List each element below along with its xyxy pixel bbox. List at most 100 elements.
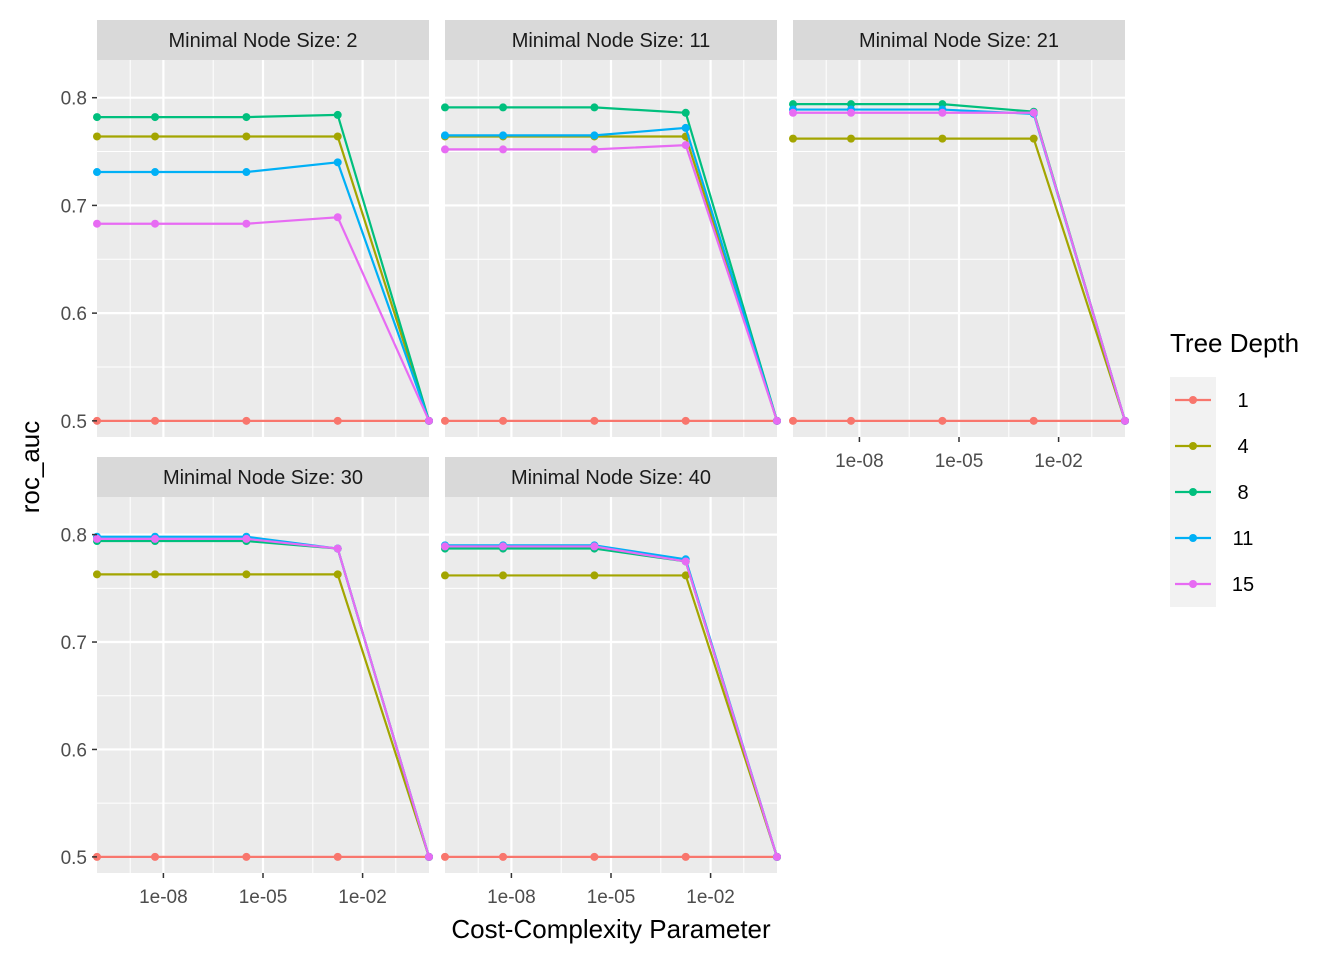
data-point-depth-4: [333, 570, 342, 579]
legend-item-label: 11: [1233, 528, 1254, 550]
data-point-depth-15: [1029, 108, 1038, 117]
legend-key-point: [1189, 580, 1197, 588]
data-point-depth-8: [681, 108, 690, 117]
data-point-depth-8: [590, 103, 599, 112]
facet-strip: [445, 20, 777, 60]
data-point-depth-8: [151, 113, 160, 122]
y-tick-label: 0.8: [61, 89, 87, 110]
data-point-depth-15: [333, 213, 342, 222]
data-point-depth-15: [789, 108, 797, 117]
facet-strip-label: Minimal Node Size: 2: [169, 30, 358, 52]
data-point-depth-15: [151, 219, 160, 228]
legend-key-point: [1189, 442, 1197, 450]
legend-key-point: [1189, 534, 1197, 542]
data-point-depth-4: [681, 571, 690, 580]
data-point-depth-11: [151, 168, 160, 177]
data-point-depth-4: [333, 132, 342, 141]
facet-panel-3: Minimal Node Size: 21 1e-08 1e-05 1e-02: [789, 20, 1129, 472]
legend-item-label: 4: [1237, 436, 1248, 458]
data-point-depth-4: [93, 132, 101, 141]
facet-strip: [97, 20, 429, 60]
data-point-depth-15: [242, 219, 251, 228]
legend: Tree Depth 1 4 8 11 15: [1170, 328, 1299, 607]
data-point-depth-15: [1121, 416, 1129, 425]
data-point-depth-4: [242, 132, 251, 141]
data-point-depth-15: [425, 852, 433, 861]
y-tick-label: 0.6: [61, 304, 87, 325]
data-point-depth-1: [441, 416, 449, 425]
data-point-depth-15: [441, 145, 449, 154]
facet-strip-label: Minimal Node Size: 21: [859, 30, 1059, 52]
data-point-depth-11: [681, 123, 690, 132]
data-point-depth-1: [333, 852, 342, 861]
data-point-depth-15: [499, 542, 508, 551]
data-point-depth-1: [151, 416, 160, 425]
x-tick-label: 1e-02: [1034, 451, 1083, 472]
data-point-depth-8: [499, 103, 508, 112]
x-tick-label: 1e-05: [935, 451, 984, 472]
data-point-depth-11: [333, 158, 342, 167]
x-tick-label: 1e-02: [338, 887, 387, 908]
facet-strip-label: Minimal Node Size: 30: [163, 467, 363, 489]
data-point-depth-4: [93, 570, 101, 579]
data-point-depth-1: [938, 416, 947, 425]
data-point-depth-15: [681, 141, 690, 150]
x-tick-label: 1e-02: [686, 887, 735, 908]
y-tick-label: 0.8: [61, 526, 87, 547]
y-tick-label: 0.5: [61, 412, 87, 433]
data-point-depth-8: [333, 110, 342, 119]
data-point-depth-1: [242, 416, 251, 425]
data-point-depth-4: [499, 571, 508, 580]
data-point-depth-1: [499, 852, 508, 861]
data-point-depth-4: [151, 132, 160, 141]
legend-key-point: [1189, 396, 1197, 404]
x-tick-label: 1e-08: [835, 451, 884, 472]
facet-strip-label: Minimal Node Size: 11: [512, 30, 711, 52]
data-point-depth-15: [425, 416, 433, 425]
legend-item-depth-15: 15: [1175, 574, 1254, 596]
data-point-depth-15: [773, 416, 781, 425]
data-point-depth-15: [441, 542, 449, 551]
legend-item-label: 15: [1232, 574, 1254, 596]
y-tick-label: 0.5: [61, 848, 87, 869]
data-point-depth-8: [441, 103, 449, 112]
legend-title: Tree Depth: [1170, 328, 1299, 358]
legend-item-depth-4: 4: [1175, 436, 1249, 458]
x-tick-label: 1e-05: [587, 887, 636, 908]
data-point-depth-15: [590, 145, 599, 154]
facet-strip: [97, 457, 429, 497]
data-point-depth-1: [789, 416, 797, 425]
data-point-depth-11: [499, 131, 508, 140]
x-axis-title: Cost-Complexity Parameter: [451, 914, 771, 944]
data-point-depth-1: [847, 416, 856, 425]
facet-panel-5: Minimal Node Size: 40 1e-08 1e-05 1e-02: [441, 457, 781, 908]
data-point-depth-1: [590, 416, 599, 425]
facet-panel-4: Minimal Node Size: 30 0.5 0.6 0.7 0.8 1e-08 1e…: [61, 457, 433, 908]
data-point-depth-4: [590, 571, 599, 580]
data-point-depth-15: [590, 542, 599, 551]
data-point-depth-15: [333, 544, 342, 553]
data-point-depth-8: [242, 113, 251, 122]
data-point-depth-4: [847, 134, 856, 143]
data-point-depth-1: [681, 416, 690, 425]
data-point-depth-4: [938, 134, 947, 143]
facet-strip-label: Minimal Node Size: 40: [511, 467, 711, 489]
data-point-depth-15: [93, 219, 101, 228]
x-tick-label: 1e-08: [139, 887, 188, 908]
data-point-depth-1: [151, 852, 160, 861]
data-point-depth-8: [93, 113, 101, 122]
legend-item-label: 8: [1237, 482, 1248, 504]
facet-strip: [793, 20, 1125, 60]
legend-item-depth-11: 11: [1175, 528, 1253, 550]
y-tick-label: 0.6: [61, 740, 87, 761]
data-point-depth-4: [1029, 134, 1038, 143]
legend-item-depth-1: 1: [1175, 390, 1249, 412]
data-point-depth-11: [93, 168, 101, 177]
x-tick-label: 1e-08: [487, 887, 536, 908]
x-tick-label: 1e-05: [239, 887, 288, 908]
data-point-depth-4: [441, 571, 449, 580]
legend-key-point: [1189, 488, 1197, 496]
facet-strip: [445, 457, 777, 497]
data-point-depth-1: [1029, 416, 1038, 425]
